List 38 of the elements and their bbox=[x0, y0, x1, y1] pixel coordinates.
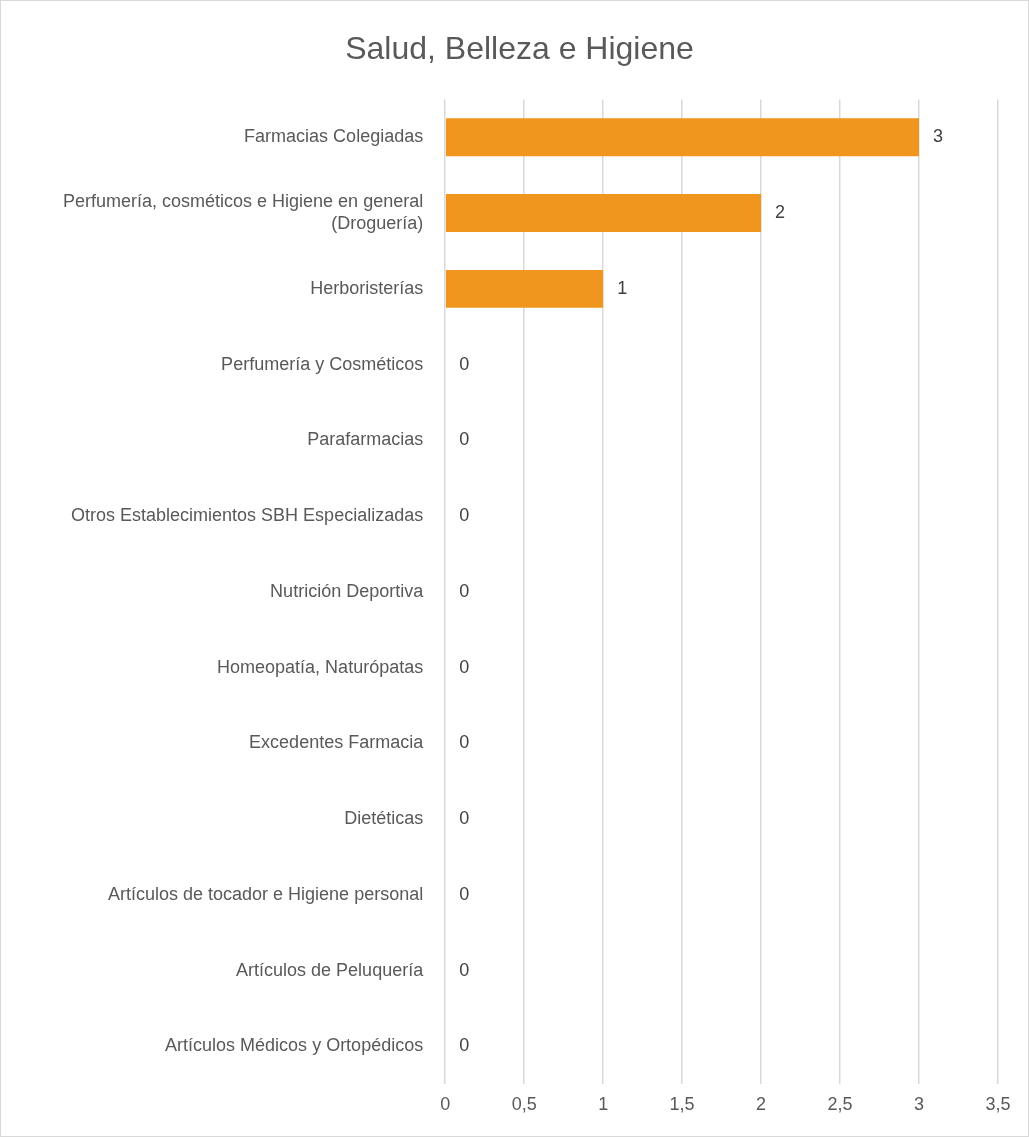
x-tick-label: 3 bbox=[914, 1094, 925, 1115]
x-tick-label: 2,5 bbox=[827, 1094, 853, 1115]
data-label: 0 bbox=[459, 429, 470, 450]
x-tick-label: 0 bbox=[440, 1094, 451, 1115]
data-label: 0 bbox=[459, 959, 470, 980]
bar bbox=[445, 269, 604, 308]
x-tick-label: 3,5 bbox=[985, 1094, 1011, 1115]
x-tick-label: 1,5 bbox=[669, 1094, 695, 1115]
y-tick-label: Dietéticas bbox=[344, 808, 424, 829]
y-tick-label: Perfumería, cosméticos e Higiene en general (Droguería) bbox=[63, 191, 424, 233]
data-label: 0 bbox=[459, 883, 470, 904]
data-label: 0 bbox=[459, 505, 470, 526]
y-tick-label: Artículos Médicos y Ortopédicos bbox=[165, 1035, 424, 1056]
y-tick-label: Otros Establecimientos SBH Especializadas bbox=[71, 505, 424, 526]
data-label: 0 bbox=[459, 353, 470, 374]
data-label: 3 bbox=[933, 126, 944, 147]
data-label: 0 bbox=[459, 656, 470, 677]
data-label: 0 bbox=[459, 732, 470, 753]
y-tick-label: Excedentes Farmacia bbox=[249, 732, 425, 753]
x-tick-label: 1 bbox=[598, 1094, 609, 1115]
data-label: 2 bbox=[775, 202, 786, 223]
chart-title: Salud, Belleza e Higiene bbox=[345, 30, 694, 67]
y-tick-label: Artículos de tocador e Higiene personal bbox=[108, 883, 424, 904]
y-tick-label: Farmacias Colegiadas bbox=[244, 126, 424, 147]
data-label: 0 bbox=[459, 580, 470, 601]
y-tick-label: Perfumería y Cosméticos bbox=[221, 353, 424, 374]
x-tick-label: 0,5 bbox=[511, 1094, 537, 1115]
bar bbox=[445, 194, 762, 232]
y-tick-label: Parafarmacias bbox=[307, 429, 424, 450]
y-tick-label: Homeopatía, Naturópatas bbox=[217, 656, 424, 677]
bar bbox=[445, 118, 920, 157]
data-label: 1 bbox=[617, 277, 628, 298]
x-tick-label: 2 bbox=[756, 1094, 767, 1115]
data-label: 0 bbox=[459, 1035, 470, 1056]
y-tick-label: Artículos de Peluquería bbox=[236, 959, 425, 980]
data-label: 0 bbox=[459, 808, 470, 829]
y-tick-label: Herboristerías bbox=[310, 277, 424, 298]
y-tick-label: Nutrición Deportiva bbox=[270, 580, 425, 601]
